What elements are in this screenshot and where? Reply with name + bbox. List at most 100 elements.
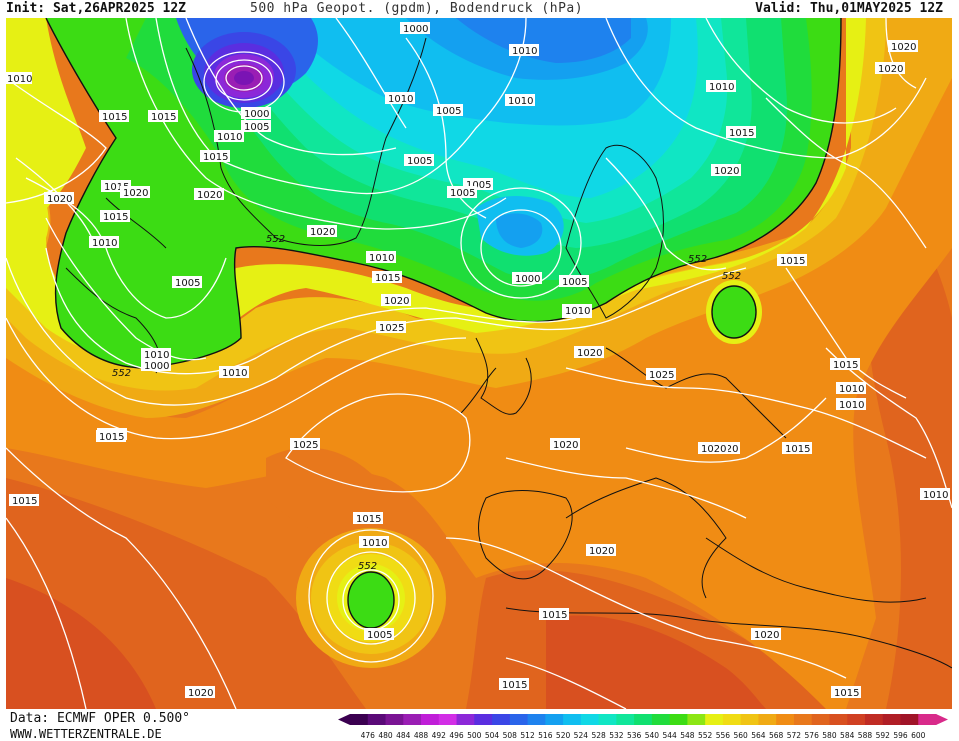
svg-text:1010: 1010	[709, 82, 734, 93]
svg-text:1010: 1010	[222, 368, 247, 379]
isobar-label: 1010	[219, 366, 249, 379]
colorbar-swatch	[687, 714, 706, 725]
colorbar-tick-label: 568	[769, 731, 784, 740]
svg-text:1010: 1010	[92, 238, 117, 249]
svg-text:1005: 1005	[436, 106, 461, 117]
svg-text:1020: 1020	[878, 64, 903, 75]
svg-text:1005: 1005	[450, 188, 475, 199]
svg-text:1015: 1015	[104, 182, 129, 193]
colorbar-tick-label: 592	[876, 731, 891, 740]
isobar-label: 1010	[706, 80, 736, 93]
colorbar-tick-label: 580	[822, 731, 837, 740]
colorbar-legend: 476 480 484 488 492 496 500 504 508 512 516 520 524 5…	[338, 714, 948, 740]
isobar-label: 1015	[148, 110, 178, 123]
colorbar-tick-label: 552	[698, 731, 713, 740]
svg-text:1005: 1005	[244, 122, 269, 133]
svg-text:1010: 1010	[369, 253, 394, 264]
valid-time: Valid: Thu,01MAY2025 12Z	[755, 1, 943, 16]
colorbar-tick-label: 508	[503, 731, 518, 740]
colorbar-tick-label: 544	[662, 731, 677, 740]
isobars	[6, 18, 952, 709]
svg-text:1020: 1020	[188, 688, 213, 699]
colorbar-swatch	[776, 714, 795, 725]
cutoff-552	[348, 572, 394, 628]
svg-text:1020: 1020	[891, 42, 916, 53]
isobar-label: 1020	[307, 225, 337, 238]
colorbar-tick-label: 548	[680, 731, 695, 740]
site-credit: WWW.WETTERZENTRALE.DE	[10, 727, 162, 741]
chart-footer: Data: ECMWF OPER 0.500° WWW.WETTERZENTRA…	[0, 709, 959, 741]
colorbar-swatch	[918, 714, 937, 725]
colorbar-swatch	[385, 714, 404, 725]
isobar-label: 1015	[372, 271, 402, 284]
isobar-label: 1015	[831, 686, 861, 699]
colorbar-tick-label: 484	[396, 731, 411, 740]
colorbar-tick-label: 500	[467, 731, 482, 740]
colorbar-swatch	[793, 714, 813, 725]
colorbar-swatch	[474, 714, 493, 725]
svg-text:1025: 1025	[379, 323, 404, 334]
isobar-label: 1020	[120, 186, 150, 199]
isobar-label: 1020	[381, 294, 411, 307]
colorbar-tick-label: 584	[840, 731, 855, 740]
isobar-label: 1020	[550, 438, 580, 451]
isobar-labels: 1000 1010 1015 1020 1020 1015 1010 1005 …	[6, 22, 950, 699]
colorbar-tick-label: 488	[414, 731, 429, 740]
geopotential-label: 552	[266, 234, 285, 245]
svg-text:1010: 1010	[217, 132, 242, 143]
colorbar-swatch	[669, 714, 688, 725]
colorbar-swatch	[705, 714, 724, 725]
colorbar-tick-label: 524	[574, 731, 589, 740]
data-source: Data: ECMWF OPER 0.500°	[10, 711, 191, 726]
isobar-label: 1025	[290, 438, 320, 451]
isobar-label: 1005	[241, 120, 271, 133]
colorbar-swatch	[598, 714, 617, 725]
svg-text:1020: 1020	[589, 546, 614, 557]
svg-text:1020: 1020	[577, 348, 602, 359]
isobar-label: 1025	[376, 321, 406, 334]
colorbar-swatch	[438, 714, 458, 725]
svg-text:1025: 1025	[649, 370, 674, 381]
svg-text:1015: 1015	[375, 273, 400, 284]
colorbar-tick-label: 504	[485, 731, 500, 740]
colorbar-swatch	[403, 714, 422, 725]
isobar-label: 1010	[141, 348, 171, 361]
isobar-label: 1015	[353, 512, 383, 525]
isobar-label: 1015	[96, 430, 126, 443]
field-584-sw	[6, 578, 156, 709]
svg-text:1020: 1020	[553, 440, 578, 451]
svg-text:1020: 1020	[310, 227, 335, 238]
map-canvas: 1000 1010 1015 1020 1020 1015 1010 1005 …	[6, 18, 952, 709]
isobar-label: 1010	[509, 44, 539, 57]
isobar-label: 1015	[830, 358, 860, 371]
colorbar-swatch	[456, 714, 475, 725]
isobar-label: 1005	[433, 104, 463, 117]
svg-text:1020: 1020	[123, 188, 148, 199]
isobar-label: 1020	[711, 164, 741, 177]
colorbar-tick-label: 540	[645, 731, 660, 740]
geopotential-labels: 552 552 552 552 552	[112, 234, 741, 572]
svg-text:1000: 1000	[144, 361, 169, 372]
svg-text:1015: 1015	[833, 360, 858, 371]
colorbar-swatch	[651, 714, 671, 725]
svg-text:1010: 1010	[7, 74, 32, 85]
isobar-label: 1020	[44, 192, 74, 205]
isobar-label: 1010	[562, 304, 592, 317]
colorbar-swatch	[492, 714, 511, 725]
colorbar-arrow-left	[338, 714, 350, 725]
svg-text:1015: 1015	[102, 112, 127, 123]
colorbar-swatch	[580, 714, 600, 725]
colorbar-tick-label: 564	[751, 731, 766, 740]
colorbar-tick-label: 536	[627, 731, 642, 740]
colorbar-tick-label: 476	[361, 731, 376, 740]
colorbar-swatch	[740, 714, 759, 725]
isobar-label: 1010	[505, 94, 535, 107]
colorbar-swatch	[829, 714, 848, 725]
geopotential-label: 552	[722, 271, 741, 282]
colorbar-swatch	[847, 714, 866, 725]
isobar-label: 1010	[385, 92, 415, 105]
svg-text:1010: 1010	[923, 490, 948, 501]
colorbar-swatch	[367, 714, 387, 725]
colorbar-tick-label: 576	[805, 731, 820, 740]
isobar-label: 1025	[646, 368, 676, 381]
